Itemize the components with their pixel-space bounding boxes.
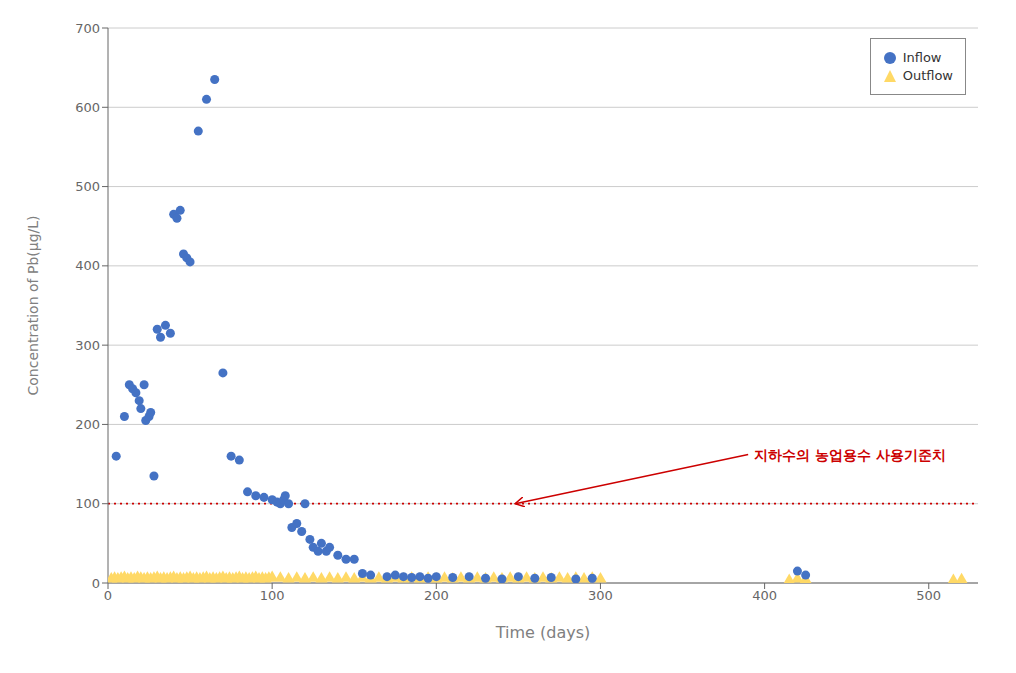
svg-text:400: 400	[75, 258, 100, 273]
svg-text:Concentration of Pb(μg/L): Concentration of Pb(μg/L)	[25, 216, 41, 396]
html-text:Outflow: Outflow	[902, 68, 953, 83]
svg-text:500: 500	[916, 588, 941, 603]
svg-text:200: 200	[424, 588, 449, 603]
svg-text:400: 400	[752, 588, 777, 603]
html-text:Inflow: Inflow	[902, 50, 942, 65]
svg-text:지하수의 농업용수 사용기준치: 지하수의 농업용수 사용기준치	[754, 447, 946, 463]
svg-text:100: 100	[260, 588, 285, 603]
svg-text:300: 300	[75, 338, 100, 353]
svg-text:0: 0	[104, 588, 112, 603]
svg-text:200: 200	[75, 417, 100, 432]
svg-text:700: 700	[75, 21, 100, 36]
svg-text:100: 100	[75, 496, 100, 511]
svg-text:300: 300	[588, 588, 613, 603]
svg-text:500: 500	[75, 179, 100, 194]
svg-text:600: 600	[75, 100, 100, 115]
svg-text:0: 0	[92, 576, 100, 591]
svg-text:Time (days): Time (days)	[495, 623, 591, 642]
